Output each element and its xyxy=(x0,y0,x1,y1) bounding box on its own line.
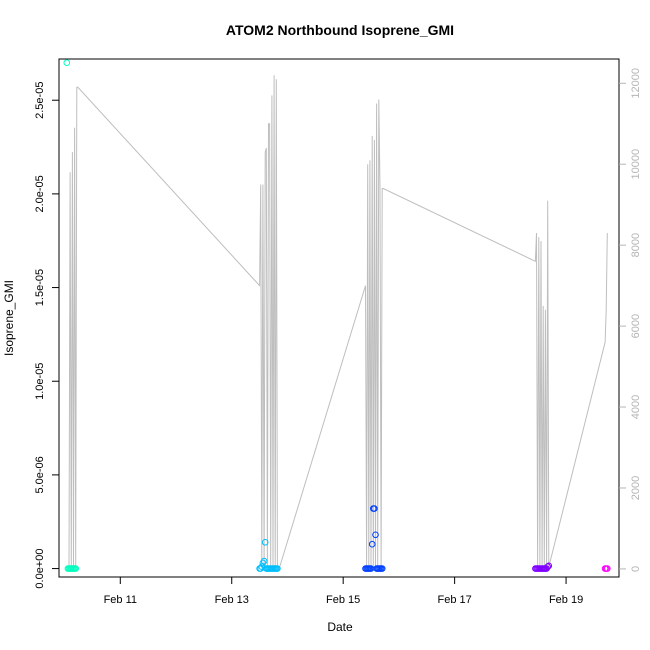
x-tick-label: Feb 11 xyxy=(104,594,137,606)
data-point xyxy=(63,59,71,67)
x-tick-label: Feb 17 xyxy=(437,594,471,606)
y-tick-label: 2.0e-05 xyxy=(34,175,46,212)
data-point xyxy=(545,562,553,570)
y2-tick-label: 2000 xyxy=(630,476,642,500)
y-tick-label: 5.0e-06 xyxy=(34,456,46,493)
y2-tick-label: 10000 xyxy=(630,149,642,180)
x-axis-label: Date xyxy=(327,620,353,634)
x-tick-label: Feb 19 xyxy=(549,594,583,606)
y2-tick-label: 4000 xyxy=(630,395,642,419)
data-point xyxy=(378,565,386,572)
y2-tick-label: 8000 xyxy=(630,233,642,257)
data-point xyxy=(260,557,268,565)
y2-tick-label: 0 xyxy=(630,566,642,572)
data-point xyxy=(372,531,379,539)
x-tick-label: Feb 13 xyxy=(215,594,249,606)
chart-title: ATOM2 Northbound Isoprene_GMI xyxy=(226,22,454,38)
y-axis-left: 0.0e+00 5.0e-06 1.0e-05 1.5e-05 2.0e-05 2.5e-… xyxy=(34,82,59,589)
y-axis-right: 0 2000 4000 6000 8000 10000 12000 xyxy=(619,68,642,572)
altitude-layer xyxy=(68,75,608,568)
data-point xyxy=(371,505,378,512)
y-tick-label: 1.0e-05 xyxy=(34,363,46,400)
data-point xyxy=(544,563,552,571)
y2-tick-label: 12000 xyxy=(630,68,642,99)
data-point xyxy=(604,565,611,572)
data-point xyxy=(72,565,79,572)
y-tick-label: 1.5e-05 xyxy=(34,269,46,306)
points-layer xyxy=(63,59,611,572)
x-tick-label: Feb 15 xyxy=(326,594,360,606)
data-point xyxy=(368,540,376,548)
y-tick-label: 2.5e-05 xyxy=(34,82,46,119)
y2-tick-label: 6000 xyxy=(630,314,642,338)
data-point xyxy=(274,565,281,572)
y-tick-label: 0.0e+00 xyxy=(34,549,46,589)
data-point xyxy=(259,559,267,567)
altitude-line xyxy=(68,75,608,568)
plot-frame xyxy=(58,58,620,578)
y-axis-label: Isoprene_GMI xyxy=(2,280,16,356)
x-axis: Feb 11 Feb 13 Feb 15 Feb 17 Feb 19 xyxy=(104,577,583,606)
data-point xyxy=(261,539,269,546)
